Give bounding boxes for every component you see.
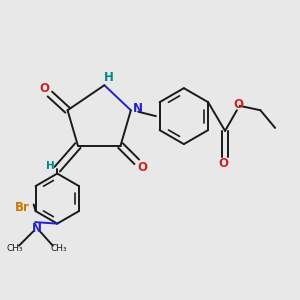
Text: Br: Br: [14, 201, 29, 214]
Text: CH₃: CH₃: [50, 244, 67, 253]
Text: O: O: [219, 157, 229, 170]
Text: N: N: [32, 221, 42, 235]
Text: O: O: [40, 82, 50, 95]
Text: H: H: [104, 71, 114, 84]
Text: N: N: [133, 102, 143, 115]
Text: CH₃: CH₃: [6, 244, 23, 253]
Text: H: H: [46, 161, 54, 171]
Text: O: O: [233, 98, 243, 111]
Text: O: O: [137, 160, 147, 174]
